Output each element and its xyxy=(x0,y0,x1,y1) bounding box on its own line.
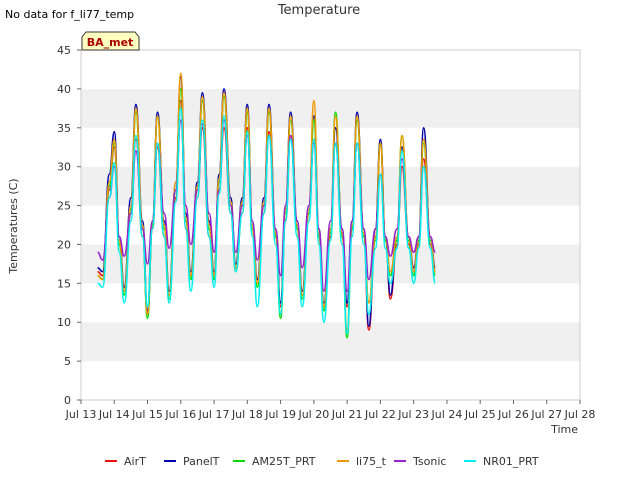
x-tick-label: Jul 16 xyxy=(164,408,196,421)
x-tick-label: Jul 21 xyxy=(331,408,363,421)
y-tick-label: 45 xyxy=(57,44,71,57)
x-tick-label: Jul 19 xyxy=(264,408,296,421)
legend-item-tsonic[interactable]: Tsonic xyxy=(394,455,446,468)
x-tick-label: Jul 27 xyxy=(530,408,562,421)
y-tick-label: 40 xyxy=(57,83,71,96)
legend-item-am25t-prt[interactable]: AM25T_PRT xyxy=(233,455,316,468)
x-tick-label: Jul 18 xyxy=(231,408,263,421)
grid-band xyxy=(81,244,580,284)
x-tick-label: Jul 14 xyxy=(98,408,130,421)
grid-band xyxy=(81,127,580,167)
grid-bands xyxy=(81,50,580,400)
legend-item-airt[interactable]: AirT xyxy=(105,455,146,468)
legend-item-li75-t[interactable]: li75_t xyxy=(337,455,387,468)
x-axis: Jul 13 Jul 14 Jul 15 Jul 16 Jul 17 Jul 18 Jul … xyxy=(65,400,596,421)
x-tick-label: Jul 28 xyxy=(564,408,596,421)
legend-item-nr01-prt[interactable]: NR01_PRT xyxy=(464,455,539,468)
legend-label: PanelT xyxy=(183,455,220,468)
x-tick-label: Jul 26 xyxy=(497,408,529,421)
y-axis: 0 5 10 15 20 25 30 35 40 45 xyxy=(57,44,81,407)
grid-band xyxy=(81,205,580,245)
series-line-nr01-prt xyxy=(97,107,437,335)
y-tick-label: 15 xyxy=(57,277,71,290)
grid-band xyxy=(81,50,580,89)
legend-item-panelt[interactable]: PanelT xyxy=(164,455,220,468)
plot-frame xyxy=(80,49,581,401)
grid-band xyxy=(81,88,580,128)
x-axis-label: Time xyxy=(550,423,578,436)
x-tick-label: Jul 17 xyxy=(198,408,230,421)
badge-shape xyxy=(81,31,140,51)
x-tick-label: Jul 20 xyxy=(297,408,329,421)
y-tick-label: 0 xyxy=(64,394,71,407)
y-tick-label: 10 xyxy=(57,316,71,329)
legend-label: Tsonic xyxy=(412,455,446,468)
no-data-message: No data for f_li77_temp xyxy=(5,8,134,21)
x-tick-label: Jul 15 xyxy=(131,408,163,421)
ba-met-badge[interactable]: BA_met xyxy=(81,31,140,51)
y-tick-label: 5 xyxy=(64,355,71,368)
grid-band xyxy=(81,166,580,206)
grid-band xyxy=(81,361,580,400)
y-tick-label: 25 xyxy=(57,200,71,213)
y-tick-label: 35 xyxy=(57,122,71,135)
legend-label: AirT xyxy=(124,455,146,468)
x-tick-label: Jul 22 xyxy=(364,408,396,421)
chart-title: Temperature xyxy=(277,3,360,18)
badge-label: BA_met xyxy=(87,36,134,49)
y-tick-label: 20 xyxy=(57,238,71,251)
x-tick-label: Jul 24 xyxy=(431,408,463,421)
y-tick-label: 30 xyxy=(57,161,71,174)
legend-label: NR01_PRT xyxy=(483,455,539,468)
series-lines xyxy=(97,72,437,339)
legend: AirT PanelT AM25T_PRT li75_t Tsonic NR01_PRT xyxy=(105,455,539,468)
x-tick-label: Jul 13 xyxy=(65,408,97,421)
x-tick-label: Jul 25 xyxy=(464,408,496,421)
grid-band xyxy=(81,283,580,323)
legend-label: AM25T_PRT xyxy=(252,455,316,468)
x-tick-label: Jul 23 xyxy=(397,408,429,421)
y-axis-label: Temperatures (C) xyxy=(7,178,20,274)
grid-band xyxy=(81,322,580,362)
legend-label: li75_t xyxy=(356,455,387,468)
plot-area xyxy=(80,49,581,401)
